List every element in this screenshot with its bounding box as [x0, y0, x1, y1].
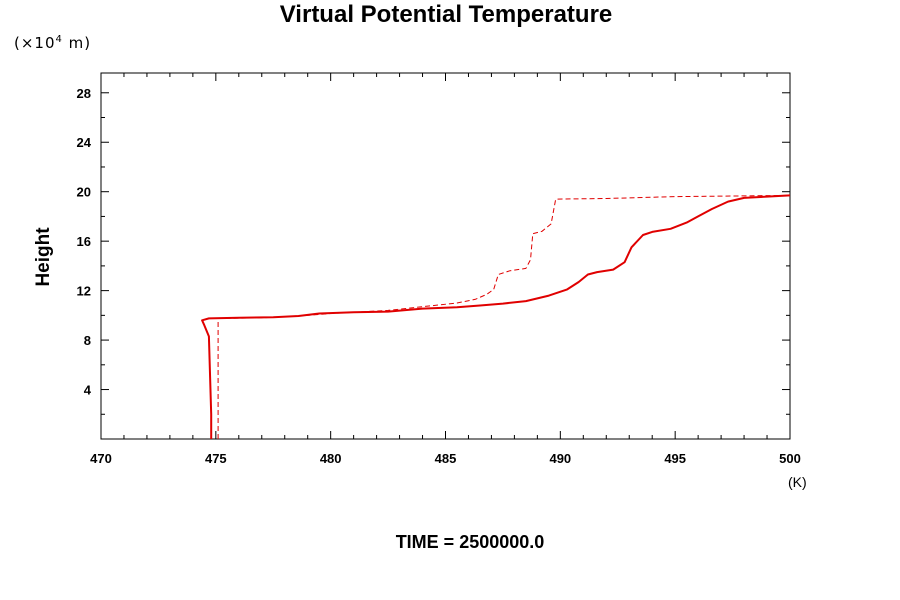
time-footer: TIME = 2500000.0 — [395, 532, 545, 552]
y-tick-label: 24 — [77, 135, 92, 150]
x-tick-label: 475 — [205, 451, 227, 466]
x-tick-label: 470 — [90, 451, 112, 466]
series-line-dashed — [217, 194, 791, 439]
chart-title: Virtual Potential Temperature — [279, 1, 613, 28]
x-tick-label: 485 — [435, 451, 457, 466]
x-tick-label: 490 — [549, 451, 571, 466]
x-tick-label: 500 — [779, 451, 801, 466]
y-scale-note: (×104 m) — [14, 34, 92, 52]
y-scale-unit: m — [68, 34, 85, 52]
y-tick-label: 16 — [77, 234, 91, 249]
x-tick-label: 495 — [664, 451, 686, 466]
x-axis-unit: (K) — [788, 474, 807, 490]
y-scale-exponent: 4 — [55, 34, 63, 45]
y-tick-label: 8 — [84, 333, 91, 348]
series-line-solid — [201, 194, 791, 439]
y-tick-label: 20 — [77, 185, 91, 200]
y-tick-label: 4 — [84, 383, 92, 398]
y-tick-label: 12 — [77, 284, 91, 299]
plot-frame — [100, 72, 791, 440]
y-scale-base: 10 — [34, 34, 56, 52]
y-tick-label: 28 — [77, 86, 91, 101]
x-tick-label: 480 — [320, 451, 342, 466]
